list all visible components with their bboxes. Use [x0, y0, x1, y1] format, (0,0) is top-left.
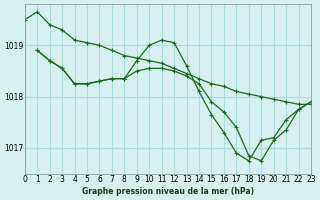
X-axis label: Graphe pression niveau de la mer (hPa): Graphe pression niveau de la mer (hPa) — [82, 187, 254, 196]
